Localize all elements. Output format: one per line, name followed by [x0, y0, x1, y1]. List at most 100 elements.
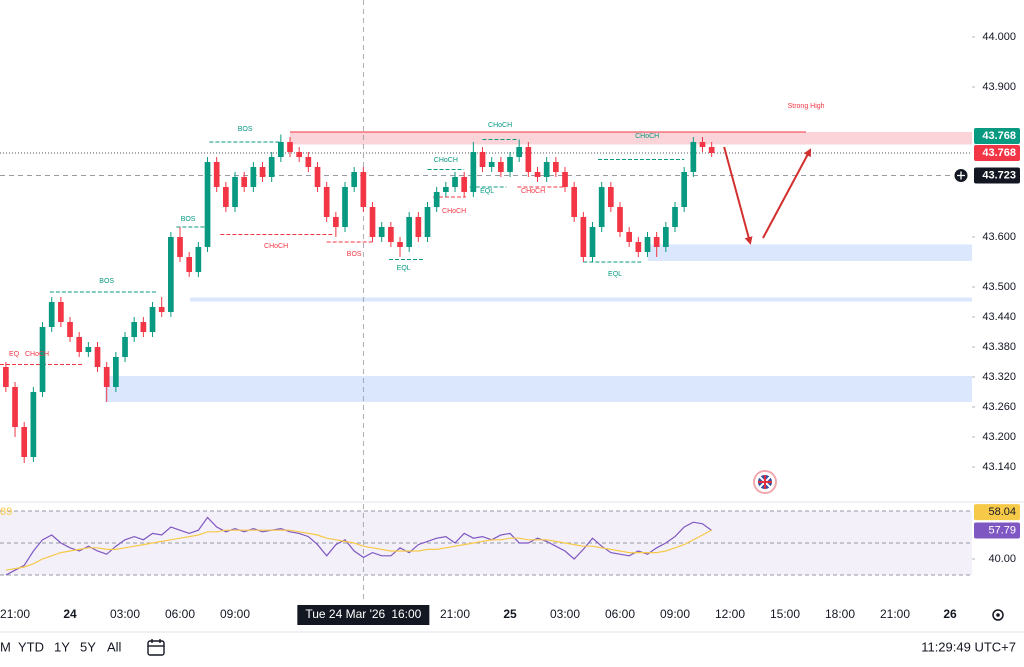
- structure-label: BOS: [347, 251, 362, 258]
- x-tick-label: 06:00: [165, 607, 195, 621]
- candle-body: [305, 157, 312, 167]
- candle-body: [314, 167, 321, 187]
- candle-body: [186, 257, 193, 272]
- candle-body: [85, 347, 92, 352]
- rsi-last-box: [974, 504, 1020, 521]
- x-tick-label: 21:00: [880, 607, 910, 621]
- candle-body: [39, 327, 46, 392]
- candle-body: [360, 172, 367, 207]
- candle-body: [498, 162, 504, 172]
- candle-body: [644, 237, 651, 252]
- x-tick-label: 09:00: [660, 607, 690, 621]
- candle-body: [507, 157, 513, 172]
- candle-body: [369, 207, 376, 237]
- structure-label: EQ: [9, 351, 20, 358]
- range-button[interactable]: 1Y: [54, 639, 70, 654]
- candle-body: [278, 142, 284, 157]
- y-tick-label: 43.260: [982, 401, 1016, 413]
- candle-body: [3, 367, 9, 387]
- candle-body: [516, 147, 523, 157]
- x-tick-label: 15:00: [770, 607, 800, 621]
- range-button[interactable]: All: [107, 639, 122, 654]
- candle-body: [525, 147, 532, 172]
- candle-body: [351, 172, 358, 187]
- x-tick-label: 18:00: [825, 607, 855, 621]
- candle-body: [113, 357, 119, 387]
- y-tick-label: 43.200: [982, 431, 1016, 443]
- y-tick-label: 43.140: [982, 461, 1016, 473]
- candle-body: [12, 387, 18, 427]
- y-tick-label: 43.440: [982, 311, 1016, 323]
- candle-body: [48, 302, 55, 327]
- structure-label: EQL: [608, 271, 622, 278]
- zone: [290, 132, 972, 145]
- y-tick-label: 44.000: [982, 31, 1016, 43]
- candle-body: [589, 227, 596, 257]
- candle-body: [580, 217, 587, 257]
- candle-body: [94, 347, 101, 367]
- structure-label: BOS: [238, 126, 253, 133]
- candle-body: [443, 187, 449, 192]
- candle-body: [21, 427, 28, 457]
- candle-body: [415, 217, 422, 237]
- candle-body: [653, 237, 660, 247]
- price-label-box: [974, 145, 1020, 161]
- x-tick-label: 06:00: [605, 607, 635, 621]
- range-button[interactable]: YTD: [18, 639, 44, 654]
- structure-label: CHoCH: [434, 157, 458, 164]
- candle-body: [626, 232, 633, 242]
- candle-body: [168, 237, 174, 312]
- structure-label: CHoCH: [25, 351, 49, 358]
- candle-body: [131, 322, 138, 337]
- structure-label: BOS: [181, 216, 196, 223]
- range-button[interactable]: 5Y: [80, 639, 96, 654]
- candle-body: [333, 217, 339, 227]
- x-tick-label: 21:00: [440, 607, 470, 621]
- add-alert-plus: [957, 171, 965, 180]
- structure-label: EQL: [480, 188, 494, 195]
- candle-body: [268, 157, 275, 177]
- candle-body: [342, 187, 348, 227]
- x-tick-label: 03:00: [550, 607, 580, 621]
- candle-body: [470, 152, 477, 192]
- candle-body: [681, 172, 688, 207]
- rsi-last-label: 58.04: [988, 506, 1016, 518]
- candle-body: [378, 227, 385, 237]
- candle-body: [103, 367, 110, 387]
- candle-body: [488, 162, 495, 167]
- candle-body: [250, 167, 257, 187]
- candle-body: [241, 177, 248, 187]
- rsi-last-box: [974, 522, 1020, 539]
- candle-body: [140, 322, 147, 332]
- candle-body: [617, 207, 623, 232]
- candle-body: [323, 187, 330, 217]
- projection-arrow: [762, 148, 812, 239]
- structure-label: EQL: [397, 265, 411, 272]
- x-tick-label: 12:00: [715, 607, 745, 621]
- range-button[interactable]: M: [0, 639, 11, 654]
- candle-body: [452, 177, 458, 187]
- candle-body: [58, 302, 64, 322]
- settings-icon[interactable]: [992, 609, 1004, 621]
- crosshair-price-box: [974, 167, 1020, 184]
- candle-body: [195, 247, 202, 272]
- crosshair-price: 43.723: [982, 169, 1016, 181]
- candle-body: [30, 392, 37, 457]
- calendar-icon[interactable]: [147, 639, 165, 656]
- candle-body: [122, 337, 128, 357]
- y-tick-label: 43.380: [982, 341, 1016, 353]
- structure-label: CHoCH: [264, 243, 288, 250]
- x-tick-label: 25: [503, 607, 517, 621]
- candle-body: [433, 192, 440, 207]
- candle-body: [177, 237, 183, 257]
- y-tick-label: 43.320: [982, 371, 1016, 383]
- uk-flag-icon[interactable]: [753, 470, 777, 494]
- candle-body: [223, 187, 229, 207]
- candle-body: [287, 142, 293, 152]
- y-tick-label: 43.600: [982, 231, 1016, 243]
- crosshair-date: Tue 24 Mar '26: [305, 607, 385, 621]
- x-tick-label: 09:00: [220, 607, 250, 621]
- zone: [648, 244, 972, 261]
